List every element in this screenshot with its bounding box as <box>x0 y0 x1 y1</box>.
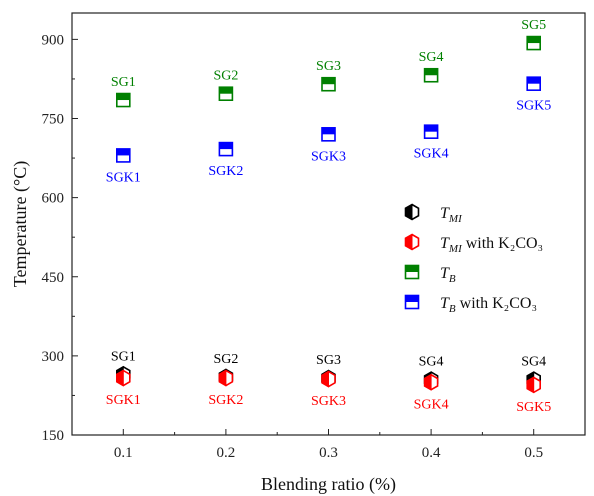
legend-entry-3: TB with K₂CO₃ <box>404 294 537 315</box>
data-point <box>526 376 541 394</box>
data-point <box>423 124 439 139</box>
marker-fill <box>116 148 130 156</box>
y-tick-label: 750 <box>42 112 65 128</box>
legend-entry-1: TMI with K₂CO₃ <box>404 233 543 255</box>
data-label: SG4 <box>419 50 444 65</box>
marker-fill <box>322 127 335 135</box>
data-label: SGK5 <box>516 400 551 415</box>
x-axis-ticks: 0.1 0.2 0.3 0.4 0.5 <box>114 429 586 461</box>
y-axis-title: Temperature (°C) <box>10 161 31 287</box>
y-tick-label: 300 <box>42 349 65 365</box>
marker-fill <box>405 295 419 302</box>
legend-label: TB with K₂CO₃ <box>440 295 537 315</box>
legend-entry-2: TB <box>404 264 456 285</box>
x-tick-label: 0.2 <box>217 445 236 461</box>
marker-fill <box>424 125 438 132</box>
marker-fill <box>219 142 233 150</box>
data-label: SGK1 <box>106 393 141 408</box>
data-point <box>423 373 439 391</box>
data-point <box>321 370 336 388</box>
data-point <box>526 76 542 91</box>
data-label: SGK3 <box>311 394 346 409</box>
data-point <box>116 92 131 108</box>
legend-marker <box>404 203 420 221</box>
x-tick-label: 0.3 <box>319 445 338 461</box>
x-tick-label: 0.1 <box>114 445 133 461</box>
data-point <box>218 141 234 157</box>
x-tick-label: 0.5 <box>524 445 543 461</box>
marker-fill <box>526 376 535 394</box>
data-label: SG3 <box>316 59 341 74</box>
data-label: SG5 <box>521 18 546 33</box>
marker-fill <box>116 93 130 101</box>
marker-fill <box>424 373 432 391</box>
y-tick-label: 900 <box>42 32 65 48</box>
data-label: SG4 <box>419 355 444 370</box>
data-label: SG2 <box>213 69 238 84</box>
marker-fill <box>424 68 438 76</box>
marker-fill <box>218 369 227 387</box>
data-label: SGK4 <box>414 397 449 412</box>
data-label: SGK1 <box>106 170 141 185</box>
marker-fill <box>322 77 335 85</box>
marker-fill <box>219 87 233 94</box>
legend-marker <box>404 264 420 280</box>
legend-label: TMI <box>440 205 463 225</box>
legend-label: TMI with K₂CO₃ <box>440 235 543 255</box>
x-tick-label: 0.4 <box>422 445 441 461</box>
data-point <box>218 369 234 387</box>
y-axis-ticks: 150 300 450 600 750 900 <box>42 32 78 444</box>
y-tick-label: 150 <box>42 428 65 444</box>
data-label: SGK2 <box>208 164 243 179</box>
data-label: SGK3 <box>311 149 346 164</box>
data-point <box>218 86 234 102</box>
marker-fill <box>405 265 419 272</box>
data-label: SG3 <box>316 353 341 368</box>
y-tick-label: 600 <box>42 191 65 207</box>
data-point <box>423 67 439 83</box>
data-label: SG4 <box>521 355 546 370</box>
legend-marker <box>404 233 420 251</box>
legend-marker <box>404 294 420 310</box>
marker-fill <box>405 203 413 221</box>
data-point <box>526 35 542 51</box>
data-label: SGK2 <box>208 393 243 408</box>
data-label: SGK5 <box>516 99 551 114</box>
x-axis-title: Blending ratio (%) <box>261 474 396 495</box>
marker-fill <box>527 77 541 84</box>
marker-fill <box>116 369 124 387</box>
marker-fill <box>527 36 541 44</box>
series-2: SG1 SG2 SG3 SG4 SG5 <box>111 18 546 108</box>
data-label: SGK4 <box>414 147 449 162</box>
y-tick-label: 450 <box>42 270 65 286</box>
data-point <box>116 148 131 163</box>
legend-entry-0: TMI <box>404 203 463 225</box>
marker-fill <box>321 370 329 388</box>
data-point <box>116 369 131 387</box>
data-point <box>321 76 336 92</box>
data-label: SG1 <box>111 349 136 364</box>
data-label: SG1 <box>111 75 136 90</box>
marker-fill <box>405 233 413 251</box>
legend: TMI TMI with K₂CO₃ TB TB with K₂CO₃ <box>404 203 543 315</box>
series-3: SGK1 SGK2 SGK3 SGK4 SGK5 <box>106 76 551 185</box>
data-label: SG2 <box>213 352 238 367</box>
legend-label: TB <box>440 265 456 285</box>
series-1: SGK1 SGK2 SGK3 SGK4 SGK5 <box>106 369 551 415</box>
data-point <box>321 127 336 142</box>
